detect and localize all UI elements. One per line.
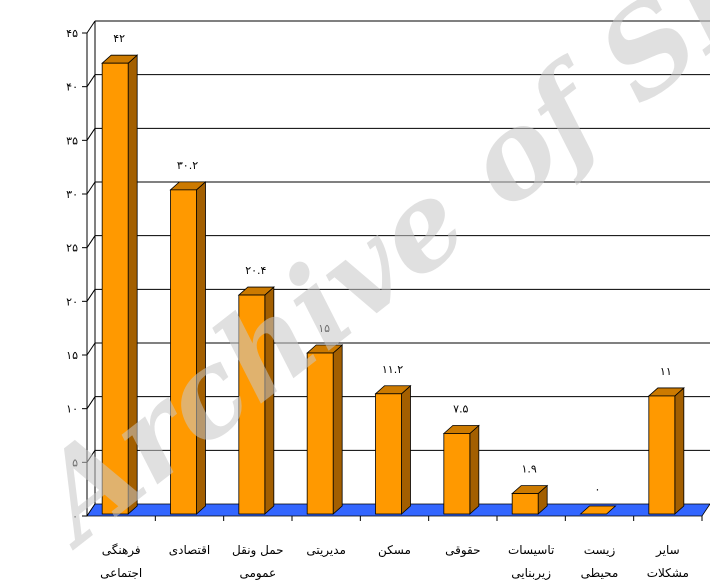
category-label: تاسیسات bbox=[508, 543, 554, 557]
bar bbox=[647, 387, 685, 515]
bar-front bbox=[101, 62, 129, 515]
data-label: ۴۲ bbox=[113, 32, 125, 45]
data-labels: ۴۲ ۳۰.۲ ۲۰.۴ ۱۵ ۱۱.۲ ۷.۵ ۱.۹ ۰ ۱۱ bbox=[113, 32, 671, 496]
category-label: مسکن bbox=[378, 543, 411, 558]
y-tick-label: ۳۰ bbox=[66, 188, 78, 201]
category-label: اقتصادی bbox=[169, 543, 211, 557]
category-label: حمل ونقل bbox=[232, 543, 284, 558]
category-label: مشکلات bbox=[647, 566, 689, 580]
data-label: ۰ bbox=[595, 483, 601, 496]
y-tick-label: ۲۵ bbox=[66, 242, 78, 255]
y-axis: ۰ ۵ ۱۰ ۱۵ ۲۰ ۲۵ ۳۰ ۳۵ ۴۰ ۴۵ bbox=[66, 27, 88, 523]
category-label: فرهنگی bbox=[102, 543, 141, 558]
y-tick-label: ۱۰ bbox=[66, 403, 78, 416]
data-label: ۱۵ bbox=[318, 322, 330, 335]
wall-gridline bbox=[86, 181, 96, 195]
bar bbox=[101, 54, 139, 515]
y-tick-label: ۴۵ bbox=[66, 27, 78, 40]
wall-gridline bbox=[86, 342, 96, 356]
wall-gridline bbox=[86, 128, 96, 141]
data-label: ۳۰.۲ bbox=[177, 159, 198, 172]
y-tick-label: ۴۰ bbox=[66, 81, 78, 94]
bar-front bbox=[238, 294, 266, 515]
bar-front bbox=[511, 493, 539, 515]
category-label: زیست bbox=[584, 543, 616, 558]
bar-front bbox=[648, 395, 676, 515]
data-label: ۷.۵ bbox=[453, 403, 468, 416]
bar bbox=[374, 384, 412, 515]
bar-front bbox=[170, 189, 197, 515]
bar bbox=[511, 484, 549, 515]
y-tick-label: ۱۵ bbox=[66, 349, 78, 362]
wall-gridline bbox=[86, 74, 96, 87]
bar bbox=[442, 424, 480, 515]
category-label: اجتماعی bbox=[100, 566, 142, 580]
y-tick-label: ۵ bbox=[72, 456, 78, 469]
bar-top bbox=[579, 505, 617, 515]
wall-gridline bbox=[86, 235, 96, 248]
bar-side bbox=[401, 384, 411, 515]
y-tick-label: ۳۵ bbox=[66, 134, 78, 147]
category-label: مدیریتی bbox=[306, 543, 346, 558]
bar bbox=[237, 286, 275, 515]
x-axis-categories: فرهنگی اجتماعی اقتصادی حمل ونقل عمومی مدیریتی… bbox=[100, 516, 703, 581]
wall-gridline bbox=[86, 289, 96, 302]
bar-side bbox=[469, 424, 480, 515]
data-label: ۱۱ bbox=[660, 365, 672, 378]
bar-front bbox=[375, 393, 402, 515]
category-label: زیربنایی bbox=[511, 566, 551, 581]
bar bbox=[579, 505, 617, 515]
category-label: حقوقی bbox=[445, 543, 480, 558]
y-tick-label: ۲۰ bbox=[66, 295, 78, 308]
bar bbox=[306, 344, 344, 515]
data-label: ۱.۹ bbox=[522, 463, 537, 476]
data-label: ۱۱.۲ bbox=[382, 363, 403, 376]
category-label: محیطی bbox=[581, 566, 619, 580]
bar-side bbox=[674, 387, 685, 515]
data-label: ۲۰.۴ bbox=[245, 264, 266, 277]
bar bbox=[169, 180, 207, 515]
wall-gridline bbox=[86, 450, 96, 463]
bars bbox=[101, 54, 685, 515]
category-label: عمومی bbox=[239, 566, 276, 581]
bar-front bbox=[306, 352, 334, 515]
category-label: سایر bbox=[655, 543, 680, 558]
y-tick-label: ۰ bbox=[72, 510, 78, 523]
wall-gridline bbox=[86, 20, 96, 34]
bar-front bbox=[443, 433, 471, 515]
wall-gridline bbox=[86, 396, 96, 409]
